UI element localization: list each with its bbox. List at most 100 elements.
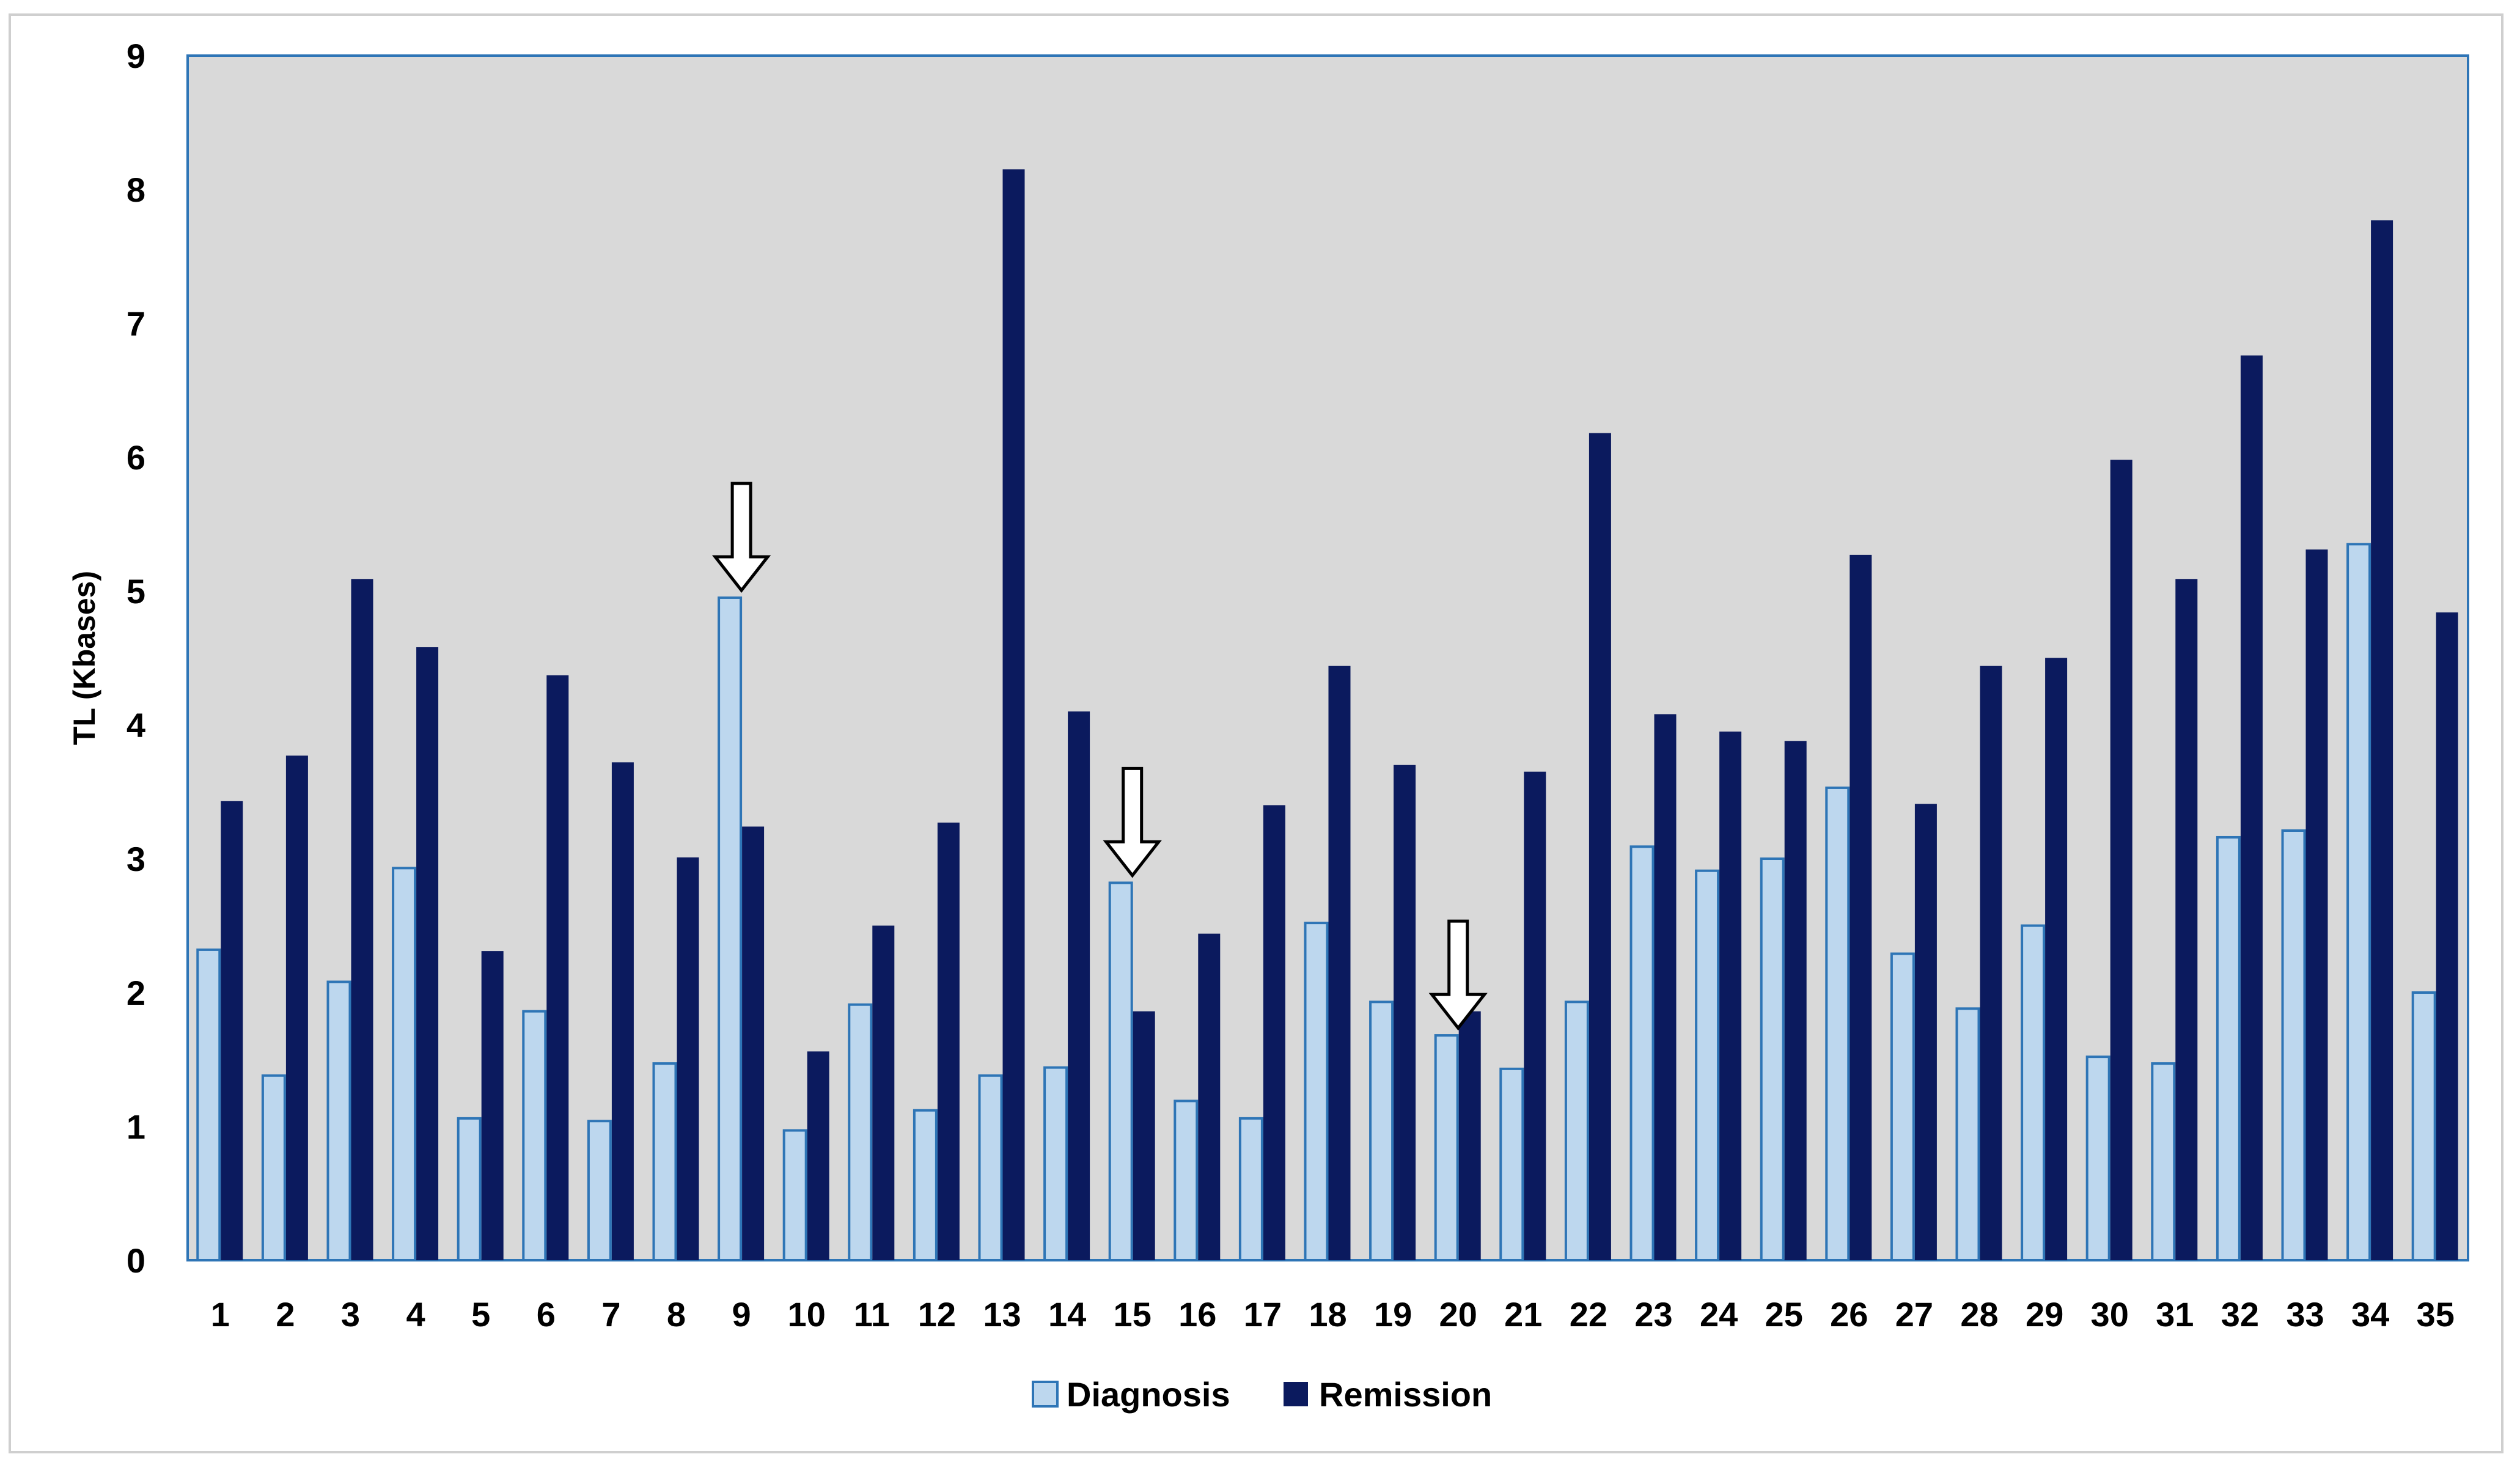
- bar-diagnosis-28: [1955, 1007, 1980, 1262]
- x-tick-label: 7: [601, 1295, 620, 1334]
- annotation-arrow-9: [711, 482, 771, 593]
- x-tick-label: 19: [1374, 1295, 1412, 1334]
- bar-diagnosis-34: [2346, 543, 2371, 1261]
- bar-diagnosis-2: [261, 1074, 286, 1262]
- bar-remission-5: [481, 951, 504, 1260]
- bar-diagnosis-27: [1890, 952, 1915, 1261]
- bar-diagnosis-12: [913, 1109, 938, 1261]
- bar-remission-10: [807, 1051, 829, 1260]
- x-tick-label: 22: [1570, 1295, 1607, 1334]
- bar-diagnosis-29: [2021, 924, 2046, 1261]
- bar-diagnosis-19: [1369, 1001, 1394, 1261]
- x-tick-label: 26: [1830, 1295, 1868, 1334]
- bar-remission-31: [2175, 579, 2198, 1260]
- bar-remission-14: [1068, 711, 1090, 1260]
- x-tick-label: 28: [1960, 1295, 1998, 1334]
- bar-remission-6: [546, 675, 569, 1260]
- bar-remission-34: [2371, 220, 2393, 1260]
- bar-diagnosis-16: [1174, 1100, 1199, 1261]
- y-tick-label: 5: [127, 572, 145, 611]
- bar-remission-17: [1263, 805, 1285, 1260]
- bar-remission-32: [2240, 355, 2263, 1260]
- legend-label-diagnosis: Diagnosis: [1067, 1375, 1230, 1414]
- bar-diagnosis-4: [392, 867, 417, 1261]
- x-tick-label: 18: [1309, 1295, 1346, 1334]
- bar-remission-7: [611, 762, 634, 1260]
- legend-label-remission: Remission: [1319, 1375, 1492, 1414]
- bar-diagnosis-8: [652, 1062, 677, 1261]
- x-tick-label: 24: [1700, 1295, 1738, 1334]
- x-tick-label: 4: [406, 1295, 425, 1334]
- y-tick-label: 2: [127, 974, 145, 1012]
- x-tick-label: 23: [1634, 1295, 1672, 1334]
- x-tick-label: 8: [667, 1295, 686, 1334]
- bar-diagnosis-14: [1043, 1066, 1068, 1261]
- bar-remission-8: [677, 857, 699, 1260]
- bar-remission-26: [1850, 554, 1872, 1260]
- bar-remission-21: [1524, 771, 1546, 1260]
- y-axis: 0 1 2 3 4 5 6 7 8 9: [127, 37, 145, 1280]
- y-tick-label: 8: [127, 171, 145, 209]
- bar-diagnosis-33: [2281, 829, 2306, 1261]
- bar-remission-35: [2436, 612, 2458, 1260]
- annotation-arrow-15: [1103, 766, 1162, 878]
- bar-diagnosis-6: [522, 1010, 547, 1262]
- bar-remission-18: [1328, 666, 1351, 1260]
- bar-remission-27: [1914, 804, 1937, 1260]
- x-tick-label: 33: [2286, 1295, 2324, 1334]
- y-tick-label: 6: [127, 438, 145, 477]
- bar-diagnosis-11: [848, 1003, 873, 1261]
- x-tick-label: 17: [1244, 1295, 1282, 1334]
- x-tick-label: 14: [1048, 1295, 1086, 1334]
- y-tick-label: 1: [127, 1107, 145, 1146]
- bar-remission-24: [1719, 731, 1742, 1260]
- legend: Diagnosis Remission: [1032, 1375, 1492, 1414]
- bar-remission-19: [1394, 765, 1416, 1260]
- bar-remission-4: [416, 647, 439, 1260]
- x-tick-label: 21: [1504, 1295, 1542, 1334]
- x-tick-label: 20: [1439, 1295, 1477, 1334]
- x-tick-label: 13: [983, 1295, 1021, 1334]
- bar-diagnosis-7: [587, 1120, 612, 1261]
- x-tick-label: 10: [788, 1295, 826, 1334]
- bar-diagnosis-24: [1695, 869, 1720, 1261]
- bar-diagnosis-30: [2085, 1056, 2110, 1261]
- x-tick-label: 12: [918, 1295, 956, 1334]
- x-tick-label: 30: [2091, 1295, 2129, 1334]
- bar-remission-2: [285, 755, 308, 1260]
- bar-diagnosis-25: [1760, 857, 1785, 1261]
- bar-remission-20: [1458, 1011, 1481, 1260]
- bar-remission-28: [1980, 666, 2002, 1260]
- bar-diagnosis-3: [326, 980, 351, 1261]
- x-tick-label: 3: [341, 1295, 360, 1334]
- y-tick-label: 3: [127, 840, 145, 878]
- bar-remission-13: [1002, 169, 1025, 1260]
- bar-diagnosis-20: [1434, 1034, 1459, 1261]
- legend-swatch-remission: [1284, 1382, 1308, 1406]
- x-tick-label: 6: [537, 1295, 556, 1334]
- bar-diagnosis-21: [1499, 1067, 1524, 1261]
- x-tick-label: 27: [1895, 1295, 1933, 1334]
- x-tick-label: 1: [211, 1295, 230, 1334]
- x-tick-label: 31: [2156, 1295, 2194, 1334]
- bar-diagnosis-9: [718, 596, 743, 1262]
- x-tick-label: 9: [732, 1295, 751, 1334]
- bar-diagnosis-22: [1564, 1001, 1589, 1261]
- bar-diagnosis-10: [782, 1129, 807, 1261]
- y-tick-label: 9: [127, 37, 145, 75]
- bar-diagnosis-5: [457, 1117, 482, 1261]
- x-tick-label: 35: [2417, 1295, 2455, 1334]
- x-tick-label: 34: [2351, 1295, 2389, 1334]
- bar-remission-9: [742, 826, 765, 1260]
- x-tick-label: 5: [471, 1295, 490, 1334]
- bar-remission-15: [1133, 1011, 1155, 1260]
- bars-group: [196, 169, 2458, 1262]
- legend-swatch-diagnosis: [1032, 1381, 1059, 1408]
- annotation-arrow-20: [1428, 919, 1488, 1031]
- bar-remission-1: [221, 801, 243, 1260]
- x-axis: 1 2 3 4 5 6 7 8 9 10 11 12 13 14 15 16 17 18 19 20 21 22 23 24 2…: [211, 1295, 2455, 1334]
- bar-diagnosis-23: [1629, 845, 1655, 1262]
- bar-diagnosis-35: [2411, 991, 2436, 1261]
- y-tick-label: 4: [127, 706, 145, 744]
